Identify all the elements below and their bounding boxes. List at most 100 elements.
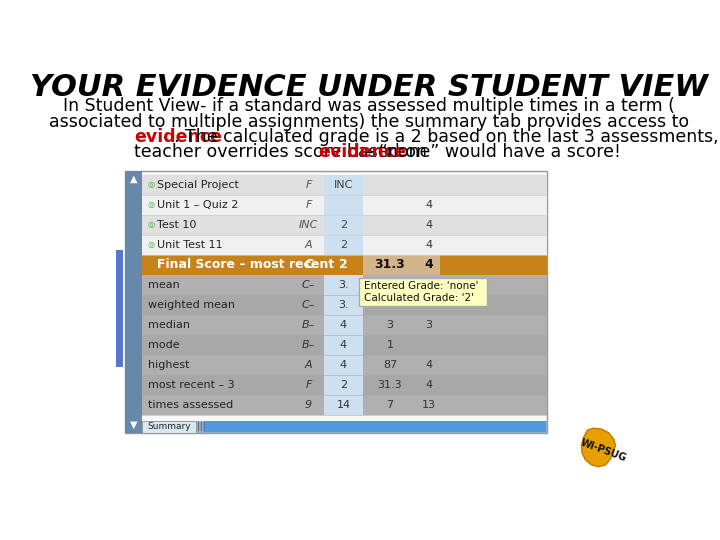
Text: most recent – 3: most recent – 3 [148,380,235,390]
Text: ◎: ◎ [148,200,155,210]
Text: mode: mode [148,340,180,350]
Text: Special Project: Special Project [158,180,239,190]
Text: C–: C– [302,280,315,290]
Text: 31.3: 31.3 [377,380,402,390]
Text: mean: mean [148,280,180,290]
Text: 4: 4 [340,360,347,370]
Bar [125,171,142,433]
Bar [324,235,363,255]
Text: C–: C– [302,300,315,310]
Text: 3.: 3. [338,280,348,290]
Text: A: A [305,360,312,370]
Text: Calculated Grade: '2': Calculated Grade: '2' [364,293,474,303]
Bar [324,395,363,415]
Bar [324,295,363,315]
Bar [324,175,363,195]
Text: Unit 1 – Quiz 2: Unit 1 – Quiz 2 [158,200,239,210]
Bar [142,195,547,215]
Text: B–: B– [302,320,315,330]
Text: F: F [305,200,312,210]
Text: ◎: ◎ [148,220,155,230]
Text: C: C [304,259,313,272]
Bar [324,195,363,215]
Bar [142,255,547,275]
Text: Final Score – most recent: Final Score – most recent [158,259,335,272]
Bar [324,255,363,275]
Text: median: median [148,320,190,330]
Bar [142,421,547,433]
Text: 2: 2 [340,380,347,390]
Text: WI-PSUG: WI-PSUG [579,437,628,463]
Bar [142,275,547,295]
Bar [125,171,547,433]
Text: 3: 3 [426,320,432,330]
Bar [116,249,123,367]
Text: 31.3: 31.3 [374,259,405,272]
Bar [142,335,547,355]
Text: Summary: Summary [147,422,191,431]
Bar [324,275,363,295]
Text: ▲: ▲ [130,174,137,184]
Text: 3: 3 [387,320,393,330]
Text: 9: 9 [305,400,312,410]
Text: F: F [305,380,312,390]
Text: times assessed: times assessed [148,400,233,410]
Text: Test 10: Test 10 [158,220,197,230]
Bar [142,421,196,433]
Text: . The calculated grade is a 2 based on the last 3 assessments, if a: . The calculated grade is a 2 based on t… [174,128,720,146]
Text: INC: INC [334,180,353,190]
Bar [142,215,547,235]
Polygon shape [581,428,616,467]
Bar [324,215,363,235]
Text: ◎: ◎ [148,240,155,249]
Bar [324,355,363,375]
Text: Unit Test 11: Unit Test 11 [158,240,223,250]
Text: teacher overrides score based on: teacher overrides score based on [134,143,433,161]
Text: 1: 1 [387,340,393,350]
Text: 4: 4 [425,220,432,230]
Bar [142,355,547,375]
Text: |||: ||| [197,422,205,431]
Bar [324,375,363,395]
Text: 13: 13 [422,400,436,410]
Text: – “none” would have a score!: – “none” would have a score! [359,143,621,161]
Text: weighted mean: weighted mean [148,300,235,310]
Bar [142,295,547,315]
Text: 4: 4 [425,200,432,210]
Text: 4: 4 [425,240,432,250]
Text: YOUR EVIDENCE UNDER STUDENT VIEW: YOUR EVIDENCE UNDER STUDENT VIEW [30,72,708,102]
Text: 4: 4 [340,320,347,330]
Text: INC: INC [299,220,318,230]
Text: B–: B– [302,340,315,350]
Text: In Student View- if a standard was assessed multiple times in a term (: In Student View- if a standard was asses… [63,97,675,115]
Bar [324,335,363,355]
Text: 4: 4 [340,340,347,350]
Bar [359,278,487,306]
Text: evidence: evidence [319,143,407,161]
Bar [363,255,441,275]
Bar [204,421,546,432]
Text: associated to multiple assignments) the summary tab provides access to: associated to multiple assignments) the … [49,112,689,131]
Text: F: F [305,180,312,190]
Text: 3.: 3. [338,300,348,310]
Bar [142,375,547,395]
Text: ▼: ▼ [130,420,137,430]
Text: 7: 7 [387,400,394,410]
Bar [142,175,547,195]
Text: evidence: evidence [134,128,222,146]
Text: A: A [305,240,312,250]
Text: ◎: ◎ [148,180,155,190]
Bar [142,315,547,335]
Text: 2: 2 [340,220,347,230]
Text: 87: 87 [383,360,397,370]
Bar [142,235,547,255]
Text: 2: 2 [339,259,348,272]
Text: Entered Grade: 'none': Entered Grade: 'none' [364,281,478,291]
Text: 4: 4 [425,360,432,370]
Text: 4: 4 [424,259,433,272]
Bar [142,395,547,415]
Bar [324,315,363,335]
Text: 2: 2 [340,240,347,250]
Text: 4: 4 [425,380,432,390]
Text: 14: 14 [336,400,351,410]
